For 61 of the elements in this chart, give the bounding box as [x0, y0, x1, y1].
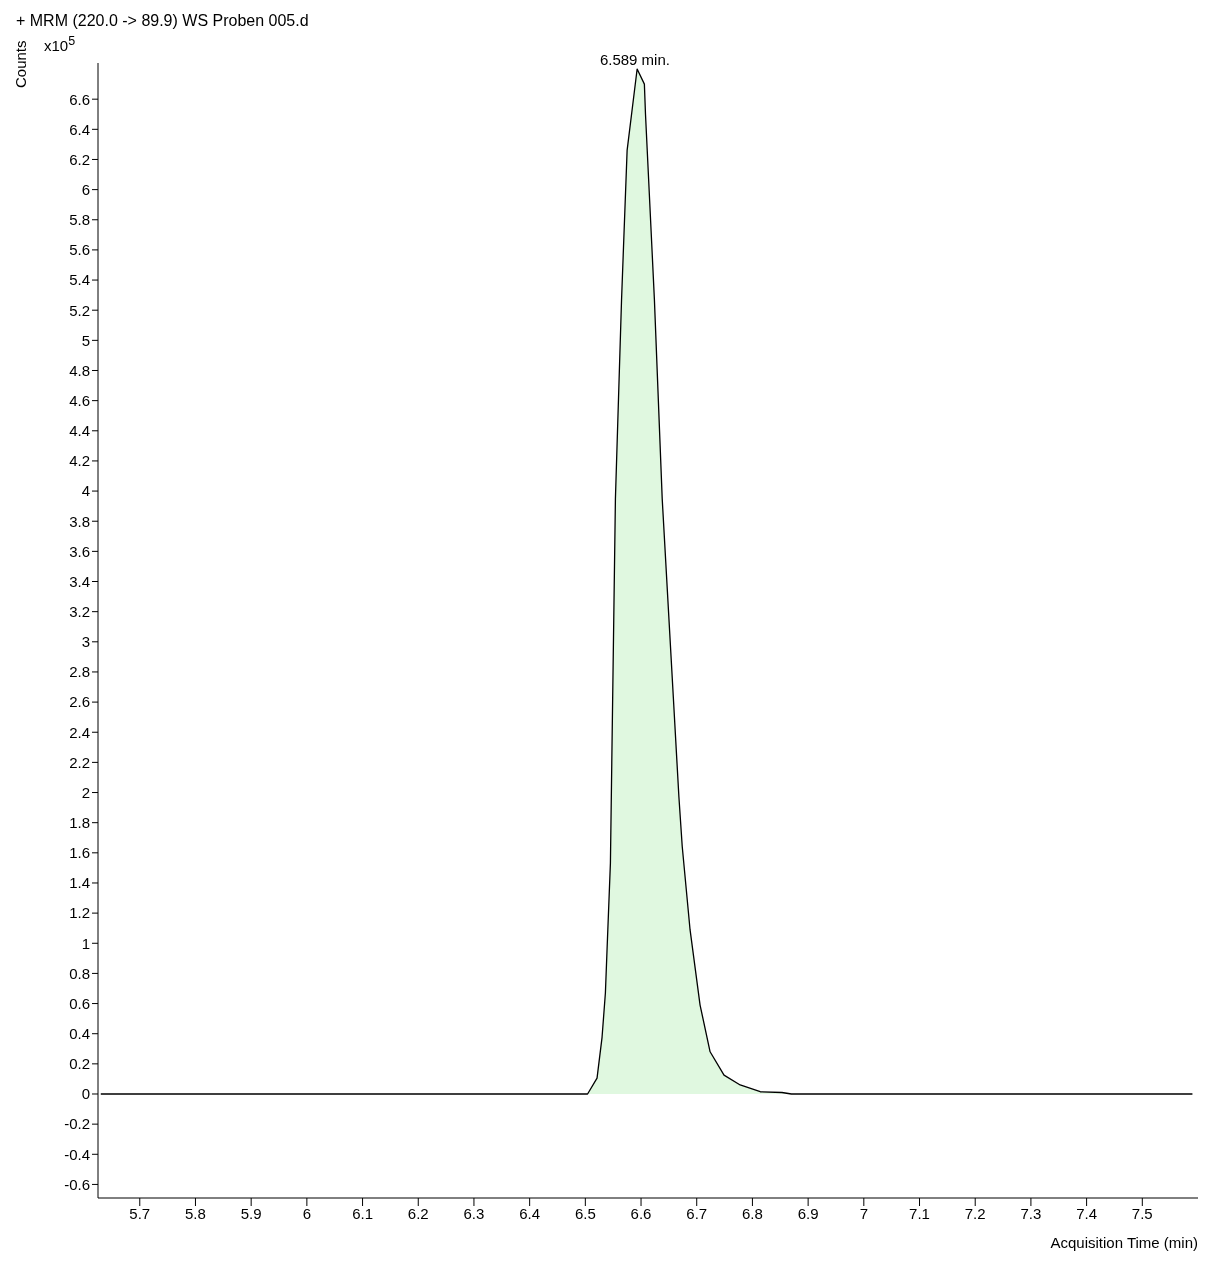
- x-tick-label: 6.1: [352, 1204, 373, 1222]
- y-tick-label: 1.6: [69, 844, 90, 862]
- y-tick-label: 6: [81, 180, 90, 198]
- y-tick-label: 0: [81, 1085, 90, 1103]
- y-tick-label: 4.2: [69, 452, 90, 470]
- x-tick-label: 5.7: [129, 1204, 151, 1222]
- y-tick-label: -0.6: [64, 1175, 90, 1193]
- y-tick-label: 5.6: [69, 241, 90, 259]
- y-tick-label: 4.6: [69, 391, 90, 409]
- y-tick-label: 2.8: [69, 663, 90, 681]
- y-tick-label: 2.2: [69, 753, 90, 771]
- y-tick-label: 1.8: [69, 814, 90, 832]
- y-tick-label: 3.2: [69, 602, 90, 620]
- y-tick-label: -0.2: [64, 1115, 90, 1133]
- x-tick-label: 6.8: [742, 1204, 763, 1222]
- y-tick-label: 0.4: [69, 1025, 90, 1043]
- y-axis-title: Counts: [12, 40, 29, 88]
- y-tick-label: 2: [81, 783, 90, 801]
- y-tick-label: -0.4: [64, 1145, 90, 1163]
- x-tick-label: 6.2: [407, 1204, 429, 1222]
- y-tick-label: 1: [81, 934, 90, 952]
- y-tick-label: 3: [81, 633, 90, 651]
- y-tick-label: 4.8: [69, 361, 90, 379]
- y-tick-label: 1.4: [69, 874, 90, 892]
- y-tick-label: 6.4: [69, 120, 90, 138]
- y-tick-label: 3.4: [69, 572, 90, 590]
- y-tick-label: 0.8: [69, 964, 90, 982]
- y-tick-label: 2.6: [69, 693, 90, 711]
- x-tick-label: 5.8: [185, 1204, 206, 1222]
- x-tick-label: 6.4: [519, 1204, 541, 1222]
- x-axis-title: Acquisition Time (min): [1050, 1234, 1198, 1251]
- y-tick-label: 3.6: [69, 542, 90, 560]
- x-tick-label: 6: [302, 1204, 312, 1222]
- x-tick-label: 5.9: [240, 1204, 262, 1222]
- x-tick-label: 6.7: [686, 1204, 708, 1222]
- annotation: 6.589 min.: [599, 51, 670, 69]
- y-tick-label: 5.8: [69, 211, 90, 229]
- y-tick-label: 2.4: [69, 723, 90, 741]
- x-tick-label: 6.6: [630, 1204, 652, 1222]
- x-tick-label: 7: [859, 1204, 868, 1222]
- y-tick-label: 4.4: [69, 422, 90, 440]
- y-tick-label: 6.2: [69, 150, 90, 168]
- y-tick-label: 3.8: [69, 512, 90, 530]
- x-tick-label: 6.9: [797, 1204, 819, 1222]
- y-tick-label: 0.6: [69, 994, 90, 1012]
- y-tick-label: 6.6: [69, 90, 90, 108]
- y-tick-label: 5.4: [69, 271, 90, 289]
- x-tick-label: 6.5: [574, 1204, 596, 1222]
- y-tick-label: 4: [81, 482, 90, 500]
- y-tick-label: 1.2: [69, 904, 90, 922]
- y-tick-label: 5.2: [69, 301, 90, 319]
- x-tick-label: 6.3: [463, 1204, 485, 1222]
- x-tick-label: 7.2: [964, 1204, 986, 1222]
- y-tick-label: 0.2: [69, 1055, 90, 1073]
- x-tick-label: 7.5: [1131, 1204, 1153, 1222]
- scale-factor: x10$^{5}$: [44, 34, 76, 54]
- y-tick-label: 5: [81, 331, 90, 349]
- chart-title: + MRM (220.0 -> 89.9) WS Proben 005.d: [16, 12, 309, 30]
- x-tick-label: 7.1: [909, 1204, 930, 1222]
- x-tick-label: 7.4: [1076, 1204, 1098, 1222]
- x-tick-label: 7.3: [1020, 1204, 1042, 1222]
